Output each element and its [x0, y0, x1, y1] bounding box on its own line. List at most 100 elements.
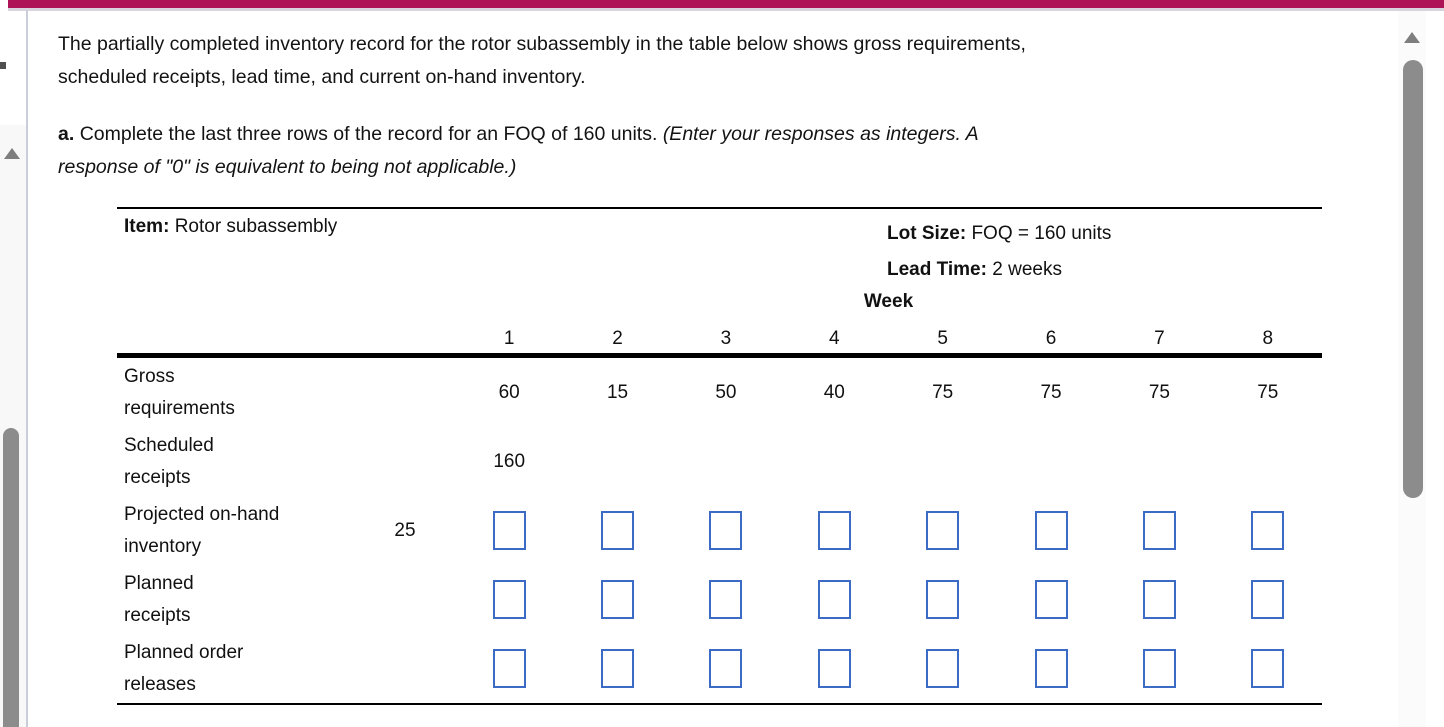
row-label-line-2: receipts — [124, 605, 191, 626]
right-scrollbar-track[interactable] — [1398, 11, 1426, 727]
table-row-gross-requirements: Gross requirements 60 15 50 40 75 75 75 75 — [117, 358, 1322, 427]
answer-input-planned-order-releases-week-5[interactable] — [926, 649, 960, 688]
top-accent-underline — [8, 8, 1444, 11]
table-header: Item: Rotor subassembly Lot Size: FOQ = … — [117, 207, 1322, 353]
cell-planned-receipts-week-1 — [455, 565, 563, 634]
week-number: 5 — [937, 328, 948, 349]
table-row-planned-order-releases: Planned order releases — [117, 634, 1322, 703]
answer-input-planned-order-releases-week-1[interactable] — [492, 649, 526, 688]
answer-input-planned-receipts-week-7[interactable] — [1142, 580, 1176, 619]
answer-input-projected-on-hand-inventory-week-5[interactable] — [926, 511, 960, 550]
table-row-projected-on-hand-inventory: Projected on-hand inventory 25 — [117, 496, 1322, 565]
lot-size-label: Lot Size: — [887, 223, 967, 244]
table-row-planned-receipts: Planned receipts — [117, 565, 1322, 634]
lead-time-label: Lead Time: — [887, 259, 987, 280]
row-label-line-1: Projected on-hand — [124, 504, 280, 525]
answer-input-planned-order-releases-week-8[interactable] — [1251, 649, 1285, 688]
row-label-line-1: Planned — [124, 573, 194, 594]
answer-input-planned-receipts-week-3[interactable] — [709, 580, 743, 619]
answer-input-planned-order-releases-week-7[interactable] — [1142, 649, 1176, 688]
answer-input-projected-on-hand-inventory-week-8[interactable] — [1251, 511, 1285, 550]
answer-input-projected-on-hand-inventory-week-2[interactable] — [601, 511, 635, 550]
answer-input-planned-order-releases-week-2[interactable] — [601, 649, 635, 688]
cell-projected-on-hand-inventory-week-6 — [997, 496, 1105, 565]
left-scrollbar-thumb[interactable] — [3, 428, 19, 727]
answer-input-projected-on-hand-inventory-week-7[interactable] — [1142, 511, 1176, 550]
answer-input-planned-receipts-week-8[interactable] — [1251, 580, 1285, 619]
cell-planned-order-releases-week-6 — [997, 634, 1105, 703]
table-body: Gross requirements 60 15 50 40 75 75 75 75 Schedul… — [117, 358, 1322, 705]
answer-input-planned-order-releases-week-6[interactable] — [1034, 649, 1068, 688]
row-label-line-2: releases — [124, 674, 196, 695]
answer-input-planned-receipts-week-4[interactable] — [817, 580, 851, 619]
answer-input-planned-order-releases-week-4[interactable] — [817, 649, 851, 688]
row-label-gross-requirements: Gross requirements — [117, 358, 355, 427]
cell-planned-order-releases-week-8 — [1214, 634, 1322, 703]
week-header-label: Week — [863, 291, 914, 312]
cell-scheduled-receipts-week-1: 160 — [493, 450, 526, 472]
week-number: 2 — [612, 328, 623, 349]
cell-planned-order-releases-week-7 — [1105, 634, 1213, 703]
week-number: 3 — [720, 328, 732, 349]
cell-planned-receipts-week-7 — [1105, 565, 1213, 634]
initial-on-hand-cell — [355, 358, 455, 427]
answer-input-planned-receipts-week-5[interactable] — [926, 580, 960, 619]
week-number: 4 — [829, 328, 840, 349]
cell-scheduled-receipts-week-8 — [1214, 427, 1322, 496]
cell-planned-order-releases-week-4 — [780, 634, 888, 703]
cell-planned-receipts-week-6 — [997, 565, 1105, 634]
cell-scheduled-receipts-week-4 — [780, 427, 888, 496]
cell-planned-receipts-week-3 — [672, 565, 780, 634]
initial-on-hand-cell — [355, 565, 455, 634]
row-label-planned-order-releases: Planned order releases — [117, 634, 355, 703]
answer-input-planned-order-releases-week-3[interactable] — [709, 649, 743, 688]
row-label-planned-receipts: Planned receipts — [117, 565, 355, 634]
cell-gross-requirements-week-3: 50 — [715, 381, 737, 403]
cell-scheduled-receipts-week-7 — [1105, 427, 1213, 496]
row-label-scheduled-receipts: Scheduled receipts — [117, 427, 355, 496]
header-rule — [117, 353, 1322, 358]
cell-gross-requirements-week-1: 60 — [498, 381, 520, 403]
lot-size-value: FOQ = 160 units — [971, 223, 1112, 244]
problem-line-1: The partially completed inventory record… — [58, 33, 1026, 55]
cell-scheduled-receipts-week-3 — [672, 427, 780, 496]
initial-on-hand-cell — [355, 634, 455, 703]
cell-scheduled-receipts-week-6 — [997, 427, 1105, 496]
cell-planned-receipts-week-4 — [780, 565, 888, 634]
answer-input-planned-receipts-week-2[interactable] — [601, 580, 635, 619]
week-numbers-row: 1 2 3 4 5 6 7 8 — [117, 328, 1322, 350]
cell-gross-requirements-week-8: 75 — [1257, 381, 1279, 403]
lot-size-line: Lot Size: FOQ = 160 units — [887, 216, 1111, 252]
left-scroll-up-arrow-icon[interactable] — [4, 148, 20, 159]
answer-input-projected-on-hand-inventory-week-3[interactable] — [709, 511, 743, 550]
cell-gross-requirements-week-2: 15 — [606, 381, 629, 403]
answer-input-planned-receipts-week-1[interactable] — [492, 580, 526, 619]
cell-gross-requirements-week-7: 75 — [1148, 381, 1170, 403]
problem-line-2: scheduled receipts, lead time, and curre… — [58, 66, 586, 88]
right-scroll-up-arrow-icon[interactable] — [1404, 32, 1420, 43]
cell-scheduled-receipts-week-5 — [889, 427, 997, 496]
table-row-scheduled-receipts: Scheduled receipts 160 — [117, 427, 1322, 496]
problem-statement: The partially completed inventory record… — [58, 28, 1378, 94]
answer-input-projected-on-hand-inventory-week-4[interactable] — [817, 511, 851, 550]
answer-input-projected-on-hand-inventory-week-1[interactable] — [492, 511, 526, 550]
collapsed-panel-icon — [0, 62, 6, 69]
part-a-text: Complete the last three rows of the reco… — [79, 123, 658, 145]
left-scrollbar-track[interactable] — [0, 125, 26, 727]
cell-gross-requirements-week-5: 75 — [932, 381, 954, 403]
item-label: Item: — [124, 216, 170, 237]
initial-on-hand-cell — [355, 427, 455, 496]
row-label-line-1: Planned order — [124, 642, 244, 663]
row-label-projected-on-hand-inventory: Projected on-hand inventory — [117, 496, 355, 565]
cell-planned-receipts-week-8 — [1214, 565, 1322, 634]
week-number: 6 — [1045, 328, 1057, 349]
row-label-line-2: requirements — [124, 398, 235, 419]
cell-planned-order-releases-week-3 — [672, 634, 780, 703]
part-a-label: a. — [58, 123, 75, 145]
answer-input-planned-receipts-week-6[interactable] — [1034, 580, 1068, 619]
right-scrollbar-thumb[interactable] — [1403, 60, 1423, 498]
row-label-line-1: Scheduled — [124, 435, 214, 456]
cell-projected-on-hand-inventory-week-3 — [672, 496, 780, 565]
answer-input-projected-on-hand-inventory-week-6[interactable] — [1034, 511, 1068, 550]
